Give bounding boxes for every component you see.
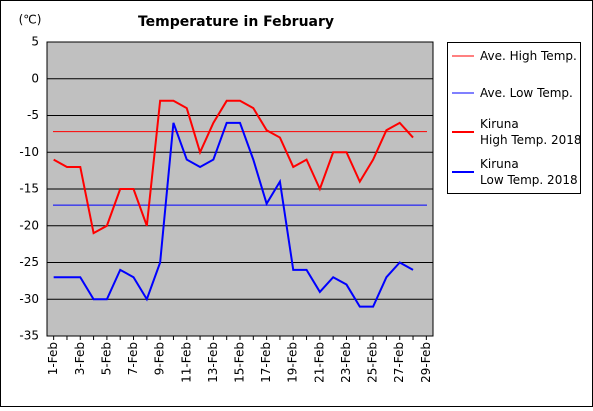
x-tick-label: 27-Feb bbox=[392, 342, 406, 383]
series-line bbox=[53, 99, 414, 235]
y-tick-label: -15 bbox=[19, 182, 39, 196]
legend-label: Ave. High Temp. bbox=[480, 49, 577, 63]
y-tick-label: -5 bbox=[27, 108, 39, 122]
y-tick-label: -30 bbox=[19, 292, 39, 306]
y-axis-label: (℃) bbox=[19, 13, 42, 27]
x-tick-label: 21-Feb bbox=[312, 342, 326, 383]
x-tick-label: 5-Feb bbox=[99, 342, 113, 375]
x-tick-label: 15-Feb bbox=[233, 342, 247, 383]
y-tick-label: -35 bbox=[19, 329, 39, 343]
legend-label: Kiruna High Temp. 2018 bbox=[480, 117, 582, 147]
legend bbox=[447, 42, 581, 194]
x-tick-label: 29-Feb bbox=[419, 342, 433, 383]
x-tick-label: 23-Feb bbox=[339, 342, 353, 383]
legend-label: Ave. Low Temp. bbox=[480, 86, 573, 100]
x-tick-label: 17-Feb bbox=[259, 342, 273, 383]
x-tick-label: 9-Feb bbox=[153, 342, 167, 375]
x-tick-label: 25-Feb bbox=[366, 342, 380, 383]
y-tick-label: -25 bbox=[19, 255, 39, 269]
y-tick-label: -20 bbox=[19, 218, 39, 232]
series-line bbox=[53, 121, 414, 308]
x-tick-label: 7-Feb bbox=[126, 342, 140, 375]
x-tick-label: 11-Feb bbox=[179, 342, 193, 383]
y-tick-label: -10 bbox=[19, 145, 39, 159]
x-tick-label: 19-Feb bbox=[286, 342, 300, 383]
chart-title: Temperature in February bbox=[138, 14, 334, 30]
x-tick-label: 1-Feb bbox=[46, 342, 60, 375]
x-tick-label: 13-Feb bbox=[206, 342, 220, 383]
y-tick-label: 0 bbox=[31, 71, 39, 85]
legend-label: Kiruna Low Temp. 2018 bbox=[480, 157, 578, 187]
x-tick-label: 3-Feb bbox=[73, 342, 87, 375]
y-tick-label: 5 bbox=[31, 35, 39, 49]
